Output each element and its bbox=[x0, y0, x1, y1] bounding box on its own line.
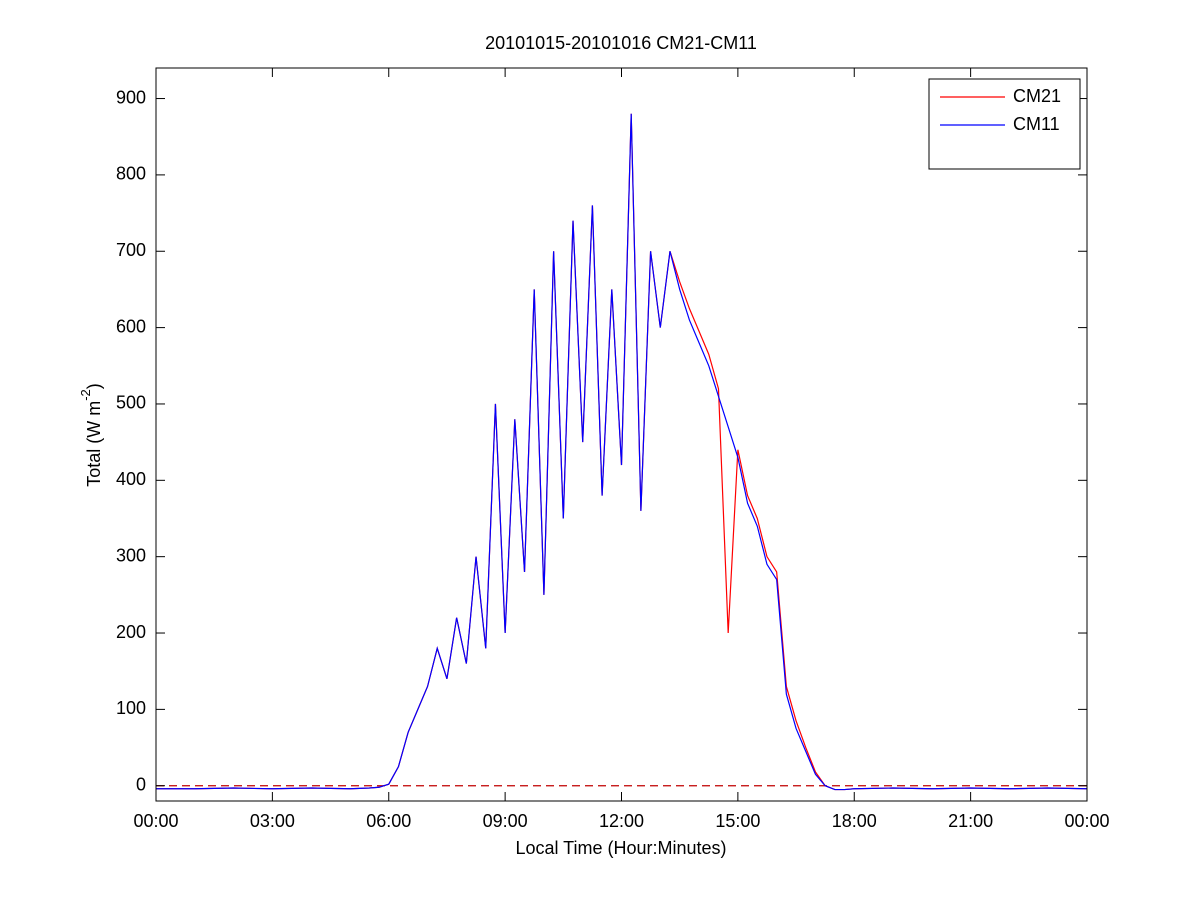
x-tick-label: 03:00 bbox=[250, 811, 295, 831]
y-label-superscript: -2 bbox=[78, 389, 93, 401]
y-label-text: Total (W m bbox=[84, 401, 104, 487]
x-tick-label: 21:00 bbox=[948, 811, 993, 831]
legend-label: CM11 bbox=[1013, 114, 1060, 134]
y-tick-label: 900 bbox=[116, 87, 146, 107]
x-tick-label: 12:00 bbox=[599, 811, 644, 831]
x-tick-label: 00:00 bbox=[133, 811, 178, 831]
x-tick-label: 15:00 bbox=[715, 811, 760, 831]
y-label-text: ) bbox=[84, 383, 104, 389]
y-tick-label: 300 bbox=[116, 545, 146, 565]
chart-title: 20101015-20101016 CM21-CM11 bbox=[485, 33, 757, 53]
y-axis-label: Total (W m-2) bbox=[78, 383, 103, 487]
x-tick-label: 18:00 bbox=[832, 811, 877, 831]
y-tick-label: 600 bbox=[116, 316, 146, 336]
y-tick-label: 200 bbox=[116, 622, 146, 642]
legend-label: CM21 bbox=[1013, 86, 1061, 106]
x-tick-label: 06:00 bbox=[366, 811, 411, 831]
y-tick-label: 700 bbox=[116, 240, 146, 260]
y-tick-label: 800 bbox=[116, 164, 146, 184]
y-tick-label: 0 bbox=[136, 774, 146, 794]
x-tick-label: 00:00 bbox=[1064, 811, 1109, 831]
y-tick-label: 400 bbox=[116, 469, 146, 489]
x-axis-label: Local Time (Hour:Minutes) bbox=[515, 838, 726, 858]
y-tick-label: 100 bbox=[116, 698, 146, 718]
series-line bbox=[156, 113, 1088, 791]
legend-box bbox=[928, 78, 1081, 170]
x-tick-label: 09:00 bbox=[483, 811, 528, 831]
y-tick-label: 500 bbox=[116, 393, 146, 413]
